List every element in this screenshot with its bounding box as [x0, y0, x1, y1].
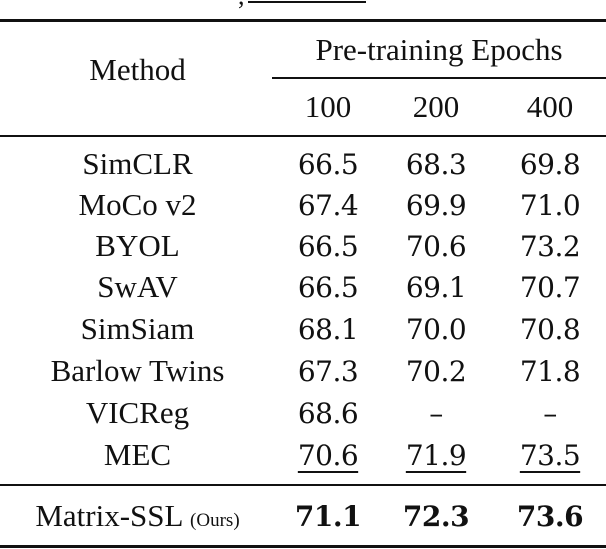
- table-cell: 66.5: [297, 148, 359, 181]
- table-row-method: BYOL: [95, 228, 180, 263]
- table-cell: –: [543, 397, 557, 430]
- table-row-method: Barlow Twins: [50, 353, 225, 388]
- table-cell: 68.3: [405, 148, 467, 181]
- method-column-header: Method: [89, 52, 186, 87]
- caption-fragment: ,: [0, 0, 606, 9]
- underlined-value: 73.5: [519, 439, 581, 472]
- table-cell: 70.7: [519, 271, 581, 304]
- bottom-rule: [0, 545, 606, 548]
- table-cell-best: 71.1: [294, 500, 362, 533]
- table-cell-best: 73.6: [516, 500, 584, 533]
- caption-comma: ,: [238, 0, 245, 9]
- epoch-header-200: 200: [412, 89, 460, 124]
- table-cell: 70.8: [519, 313, 581, 346]
- underlined-value: 70.6: [297, 439, 359, 472]
- top-rule: [0, 19, 606, 22]
- caption-underline: [248, 1, 366, 3]
- table-cell: 66.5: [297, 271, 359, 304]
- table-cell: 69.9: [405, 189, 467, 222]
- table-row-method: SwAV: [97, 269, 178, 304]
- ours-tag: (Ours): [190, 510, 240, 531]
- table-cell: 73.2: [519, 230, 581, 263]
- ours-method-name: Matrix-SSL: [35, 498, 183, 533]
- table-cell: 70.6: [405, 230, 467, 263]
- table-cell: 68.6: [297, 397, 359, 430]
- epochs-group-header: Pre-training Epochs: [315, 32, 563, 67]
- table-cell-best: 72.3: [402, 500, 470, 533]
- table-row-method: VICReg: [85, 395, 190, 430]
- table-cell: 68.1: [297, 313, 359, 346]
- underlined-value: 71.9: [405, 439, 467, 472]
- table-cell: –: [429, 397, 443, 430]
- group-underline-rule: [272, 77, 606, 79]
- table-cell: 67.4: [297, 189, 359, 222]
- ours-separator-rule: [0, 484, 606, 486]
- table-cell: 66.5: [297, 230, 359, 263]
- table-cell: 69.8: [519, 148, 581, 181]
- table-row-method: SimCLR: [82, 146, 193, 181]
- table-row-method: MEC: [103, 437, 172, 472]
- table-cell-second-best: 70.6: [278, 438, 378, 474]
- table-cell: 71.0: [519, 189, 581, 222]
- table-cell: 67.3: [297, 355, 359, 388]
- table-row-method: MoCo v2: [78, 187, 197, 222]
- table-cell: 70.0: [405, 313, 467, 346]
- table-cell: 71.8: [519, 355, 581, 388]
- table-cell: 69.1: [405, 271, 467, 304]
- table-cell-second-best: 71.9: [386, 438, 486, 474]
- table-cell-second-best: 73.5: [500, 438, 600, 474]
- ours-row-method: Matrix-SSL (Ours): [0, 498, 275, 539]
- table-row-method: SimSiam: [80, 311, 195, 346]
- table-cell: 70.2: [405, 355, 467, 388]
- epoch-header-400: 400: [526, 89, 574, 124]
- header-bottom-rule: [0, 135, 606, 137]
- epoch-header-100: 100: [304, 89, 352, 124]
